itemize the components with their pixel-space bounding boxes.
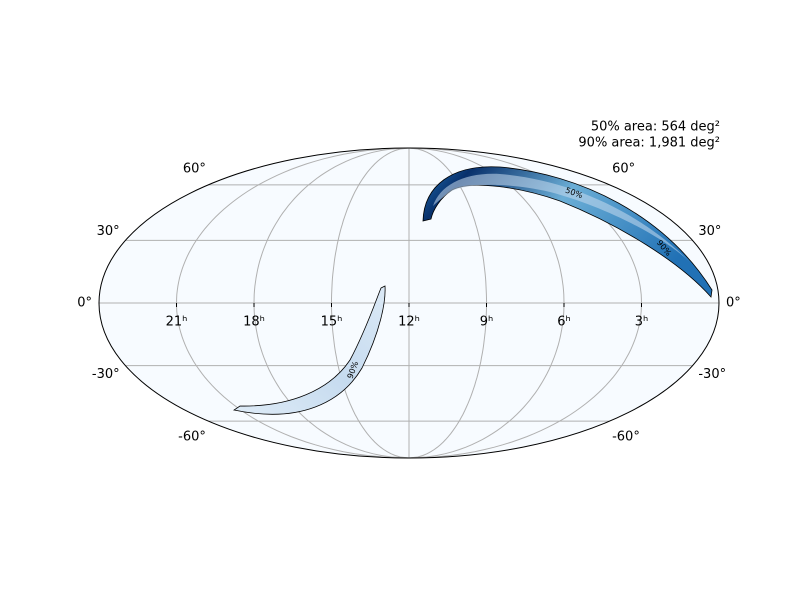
dec-tick-label: 60°	[183, 162, 206, 177]
ra-tick-label: 21ʰ	[166, 315, 188, 330]
contour-50	[433, 173, 690, 262]
area-annotation: 50% area: 564 deg²	[591, 120, 720, 135]
dec-tick-label: 0°	[726, 296, 741, 311]
ra-tick-label: 6ʰ	[557, 315, 571, 330]
area-annotation: 90% area: 1,981 deg²	[578, 136, 720, 151]
probability-region	[232, 285, 386, 415]
sky-boundary	[98, 147, 720, 459]
ra-tick-label: 9ʰ	[480, 315, 494, 330]
ra-tick-label: 18ʰ	[243, 315, 265, 330]
dec-tick-label: -30°	[92, 367, 120, 382]
ra-tick-label: 12ʰ	[398, 315, 420, 330]
ra-tick-label: 3ʰ	[635, 315, 649, 330]
dec-tick-label: -60°	[178, 429, 206, 444]
ra-tick-label: 15ʰ	[321, 315, 343, 330]
dec-tick-label: 30°	[97, 224, 120, 239]
dec-tick-label: 60°	[612, 162, 635, 177]
dec-tick-label: 30°	[698, 224, 721, 239]
dec-tick-label: -60°	[612, 429, 640, 444]
dec-tick-label: 0°	[77, 296, 92, 311]
dec-tick-label: -30°	[698, 367, 726, 382]
